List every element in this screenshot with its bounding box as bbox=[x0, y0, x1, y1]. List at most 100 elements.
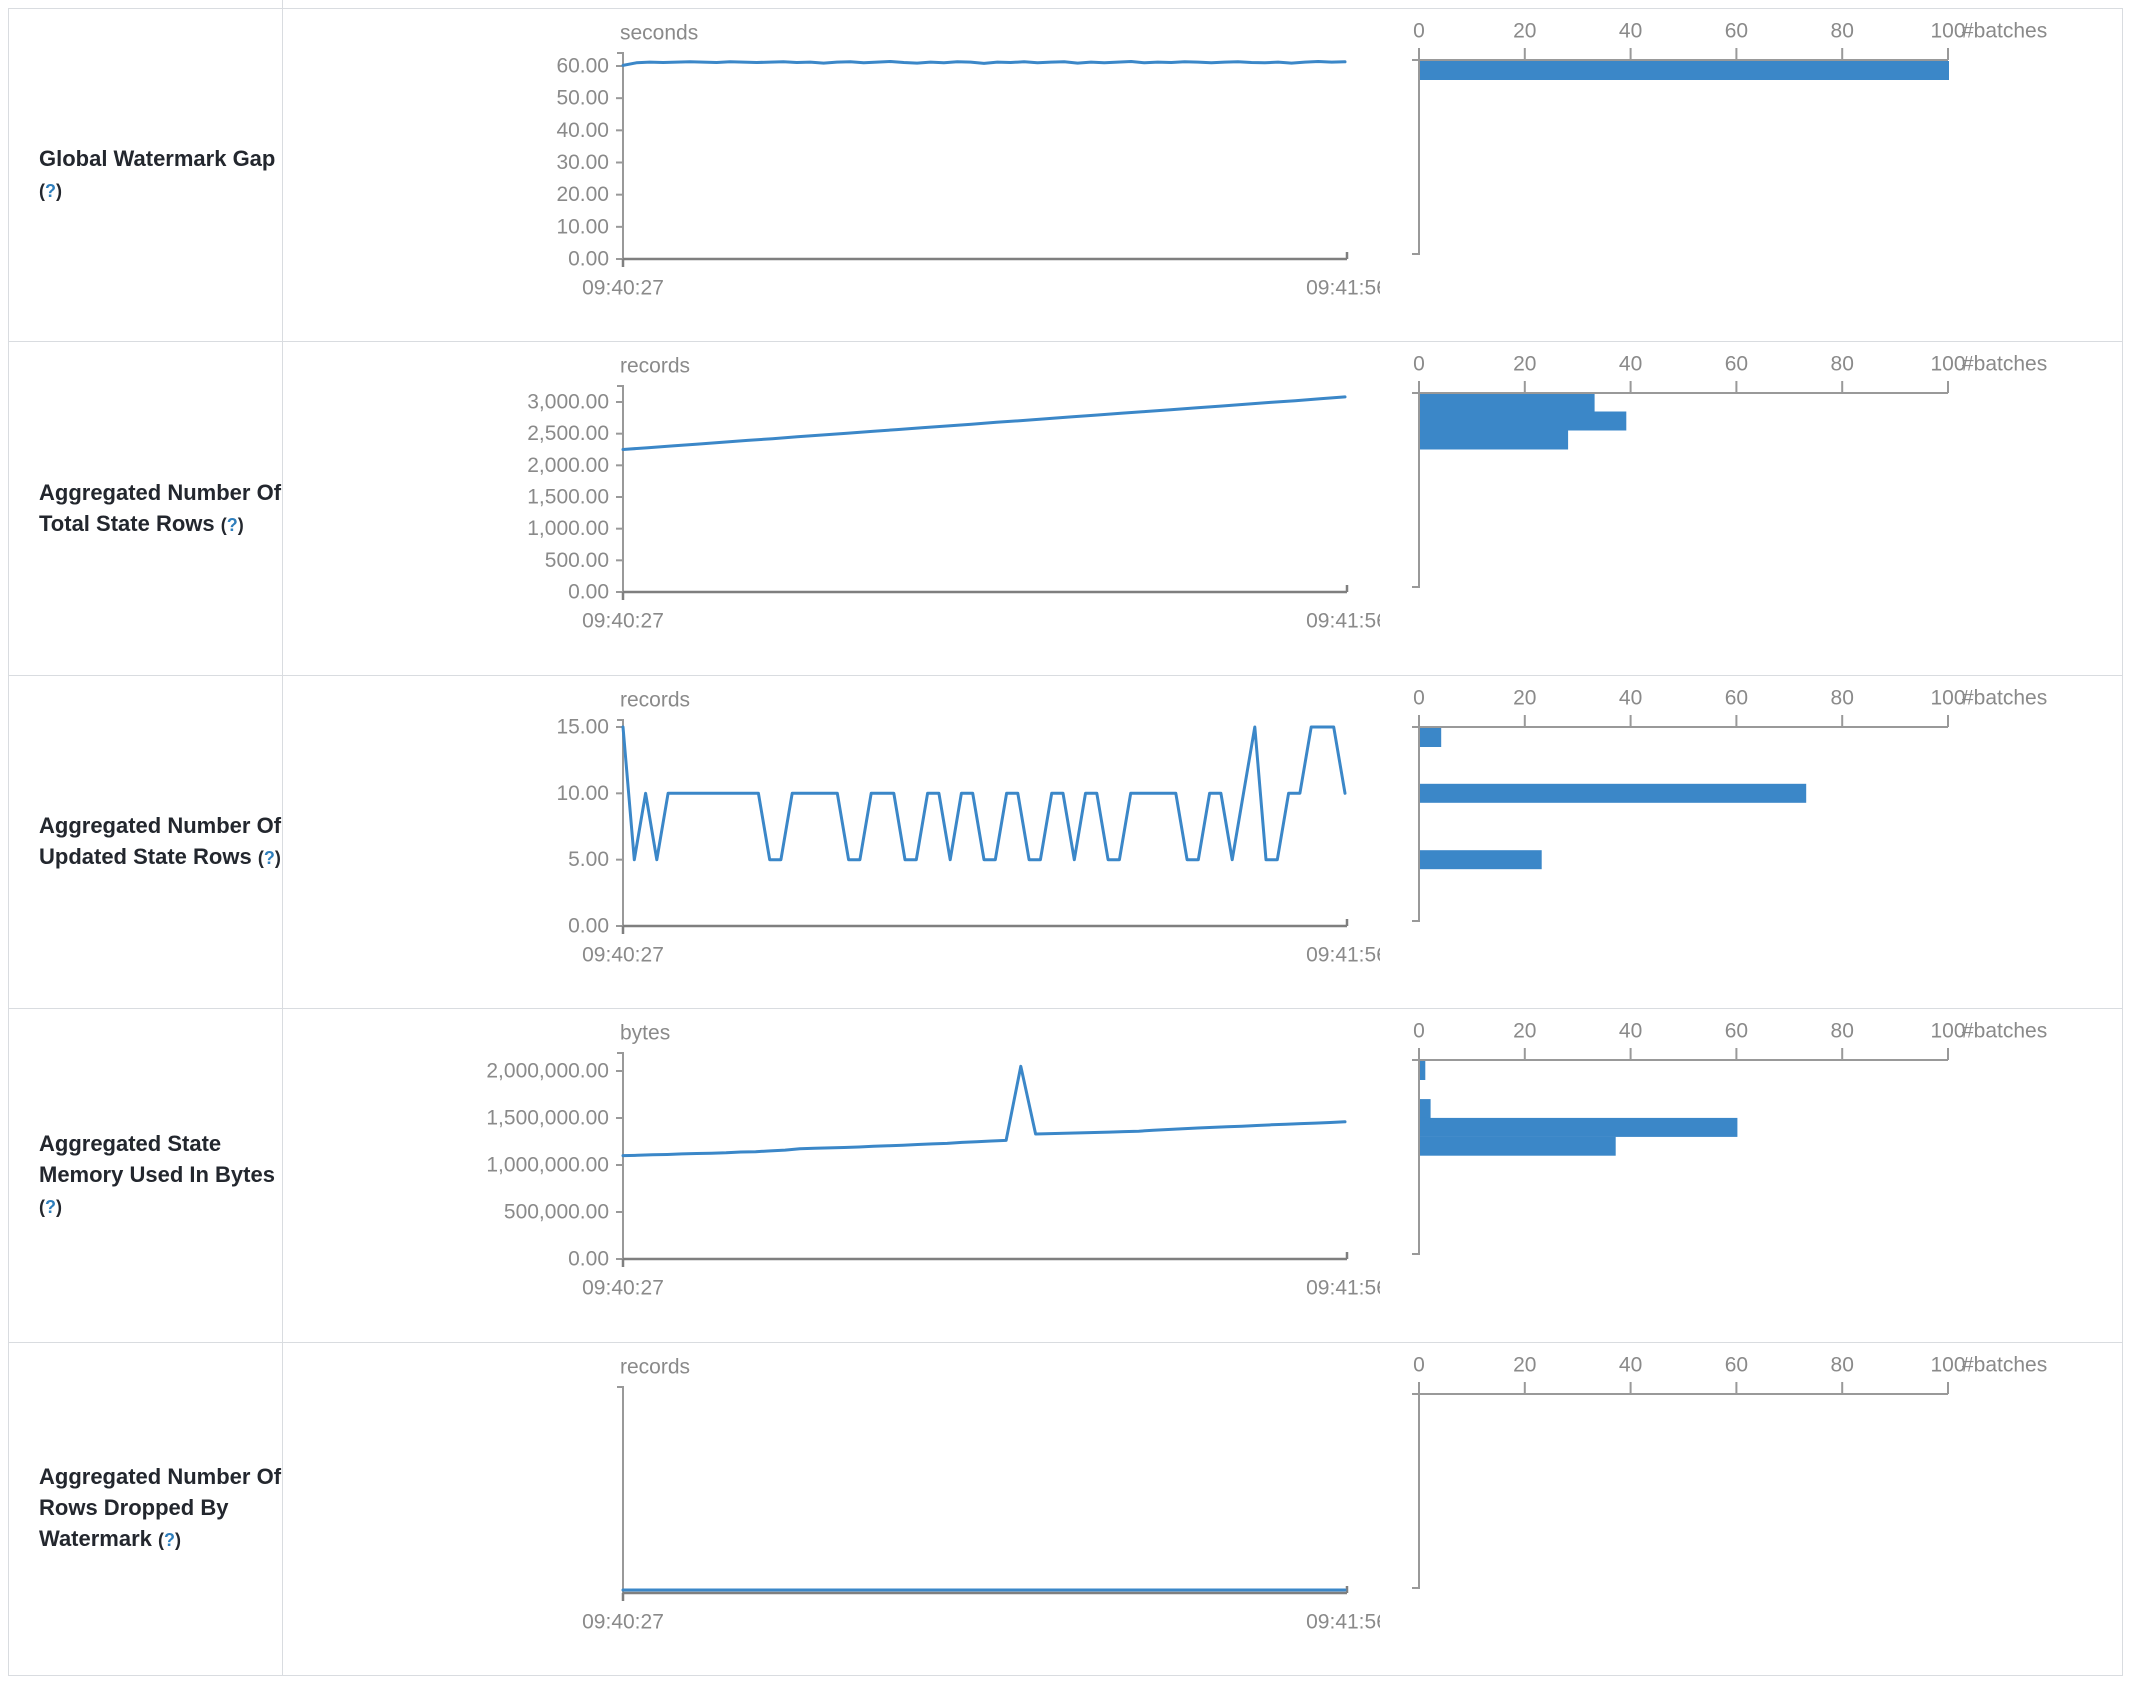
histogram-svg: 0 20 40 60 80 100#batches bbox=[1412, 1353, 2047, 1589]
x-end-label: 09:41:56 bbox=[1306, 1277, 1380, 1300]
histogram-tick-label: 20 bbox=[1513, 353, 1536, 376]
y-tick-label: 5.00 bbox=[568, 848, 609, 871]
y-tick-label: 2,000,000.00 bbox=[486, 1060, 609, 1083]
timeline-unit-label: bytes bbox=[620, 1022, 670, 1045]
help-link[interactable]: (?) bbox=[257, 848, 281, 869]
histogram-tick-label: 20 bbox=[1513, 686, 1536, 709]
y-tick-label: 500.00 bbox=[545, 549, 609, 572]
histogram-bar bbox=[1420, 394, 1595, 414]
metric-label-cell: Aggregated Number Of Total State Rows (?) bbox=[9, 342, 283, 675]
x-start-label: 09:40:27 bbox=[582, 1277, 664, 1300]
metric-label: Aggregated State Memory Used In Bytes (?) bbox=[39, 1128, 275, 1223]
histogram-chart: 0 20 40 60 80 100 #batches bbox=[1380, 1009, 2100, 1342]
y-tick-label: 0.00 bbox=[568, 1248, 609, 1271]
histogram-tick-label: 40 bbox=[1619, 353, 1642, 376]
y-tick-label: 0.00 bbox=[568, 581, 609, 604]
help-question-icon: ? bbox=[45, 1196, 56, 1217]
y-tick-label: 20.00 bbox=[556, 183, 609, 206]
help-link[interactable]: (?) bbox=[39, 1196, 62, 1217]
help-link[interactable]: (?) bbox=[158, 1530, 182, 1551]
histogram-tick-label: 80 bbox=[1831, 1353, 1854, 1376]
histogram-svg: 0 20 40 60 80 100#batches bbox=[1412, 353, 2047, 589]
timeline-unit-label: records bbox=[620, 688, 690, 711]
histogram-unit-label: #batches bbox=[1962, 353, 2047, 376]
histogram-tick-label: 0 bbox=[1413, 20, 1425, 43]
help-link[interactable]: (?) bbox=[220, 514, 244, 535]
histogram-tick-label: 60 bbox=[1725, 1020, 1748, 1043]
timeline-chart: bytes 0.00 500,000.00 1,000,000.00 1,500,000… bbox=[420, 1009, 1380, 1342]
y-tick-label: 2,500.00 bbox=[527, 423, 609, 446]
histogram-bar bbox=[1420, 783, 1807, 803]
timeline-svg: seconds 0.00 10.00 20.00 30.00 40.00 50.00 60.0… bbox=[556, 22, 1380, 300]
histogram-bar bbox=[1420, 1061, 1426, 1081]
histogram-tick-label: 0 bbox=[1413, 353, 1425, 376]
histogram-tick-label: 20 bbox=[1513, 1353, 1536, 1376]
histogram-tick-label: 60 bbox=[1725, 353, 1748, 376]
y-tick-label: 15.00 bbox=[556, 715, 609, 738]
histogram-chart: 0 20 40 60 80 100 #batches bbox=[1380, 1343, 2100, 1676]
histogram-tick-label: 80 bbox=[1831, 20, 1854, 43]
timeline-svg: records 0.00 500.00 1,000.00 1,500.00 2,000.0… bbox=[527, 355, 1380, 633]
histogram-bar bbox=[1420, 430, 1569, 450]
histogram-svg: 0 20 40 60 80 100#batches bbox=[1412, 686, 2047, 922]
histogram-svg: 0 20 40 60 80 100#batches bbox=[1412, 1020, 2047, 1256]
histogram-tick-label: 100 bbox=[1930, 20, 1965, 43]
metric-row: Aggregated State Memory Used In Bytes (?) … bbox=[9, 1008, 2122, 1342]
metric-label: Aggregated Number Of Updated State Rows (… bbox=[39, 810, 281, 874]
histogram-tick-label: 60 bbox=[1725, 20, 1748, 43]
x-end-label: 09:41:56 bbox=[1306, 277, 1380, 300]
metric-label-line: Aggregated State bbox=[39, 1130, 222, 1156]
histogram-chart: 0 20 40 60 80 100 #batches bbox=[1380, 676, 2100, 1009]
timeline-chart: records 09:40:27 09:41:56 bbox=[420, 1343, 1380, 1676]
timeline-svg: records 09:40:27 09:41:56 bbox=[582, 1355, 1380, 1633]
histogram-bar bbox=[1420, 727, 1442, 747]
y-tick-label: 10.00 bbox=[556, 215, 609, 238]
y-tick-label: 1,500.00 bbox=[527, 486, 609, 509]
help-question-icon: ? bbox=[226, 514, 238, 535]
x-start-label: 09:40:27 bbox=[582, 1610, 664, 1633]
histogram-tick-label: 0 bbox=[1413, 1020, 1425, 1043]
histogram-tick-label: 60 bbox=[1725, 1353, 1748, 1376]
metric-label-line: Global Watermark Gap bbox=[39, 146, 276, 172]
y-tick-label: 1,000.00 bbox=[527, 518, 609, 541]
histogram-bar bbox=[1420, 411, 1627, 431]
histogram-tick-label: 80 bbox=[1831, 1020, 1854, 1043]
timeline-line bbox=[621, 1065, 1347, 1158]
metric-label-line: Memory Used In Bytes bbox=[39, 1161, 275, 1187]
histogram-tick-label: 40 bbox=[1619, 20, 1642, 43]
timeline-svg: records 0.00 5.00 10.00 15.00 09:40:27 09:41:5… bbox=[556, 688, 1380, 966]
histogram-unit-label: #batches bbox=[1962, 20, 2047, 43]
metric-label-cell: Aggregated State Memory Used In Bytes (?) bbox=[9, 1009, 283, 1342]
histogram-bar bbox=[1420, 61, 1949, 80]
help-link[interactable]: (?) bbox=[39, 181, 62, 202]
histogram-tick-label: 40 bbox=[1619, 686, 1642, 709]
histogram-bar bbox=[1420, 1118, 1738, 1138]
help-question-icon: ? bbox=[263, 848, 275, 869]
histogram-bar bbox=[1420, 850, 1542, 870]
histogram-tick-label: 60 bbox=[1725, 686, 1748, 709]
metric-label-line: Total State Rows (?) bbox=[39, 510, 244, 536]
timeline-unit-label: records bbox=[620, 1355, 690, 1378]
histogram-tick-label: 20 bbox=[1513, 20, 1536, 43]
y-tick-label: 30.00 bbox=[556, 151, 609, 174]
histogram-tick-label: 80 bbox=[1831, 353, 1854, 376]
histogram-bar bbox=[1420, 1136, 1616, 1156]
y-tick-label: 2,000.00 bbox=[527, 454, 609, 477]
y-tick-label: 60.00 bbox=[556, 55, 609, 78]
metric-label-line: Rows Dropped By bbox=[39, 1495, 229, 1521]
timeline-unit-label: seconds bbox=[620, 22, 698, 45]
histogram-unit-label: #batches bbox=[1962, 686, 2047, 709]
metric-label-line: (?) bbox=[39, 1190, 275, 1223]
histogram-tick-label: 100 bbox=[1930, 1020, 1965, 1043]
y-tick-label: 0.00 bbox=[568, 914, 609, 937]
metric-label-line: Aggregated Number Of bbox=[39, 479, 282, 505]
histogram-tick-label: 80 bbox=[1831, 686, 1854, 709]
histogram-tick-label: 20 bbox=[1513, 1020, 1536, 1043]
y-tick-label: 40.00 bbox=[556, 119, 609, 142]
histogram-tick-label: 100 bbox=[1930, 353, 1965, 376]
histogram-tick-label: 100 bbox=[1930, 686, 1965, 709]
metric-label-cell: Global Watermark Gap (?) bbox=[9, 9, 283, 342]
x-end-label: 09:41:56 bbox=[1306, 610, 1380, 633]
metric-row: Global Watermark Gap (?) seconds 0.00 10.00… bbox=[9, 9, 2122, 342]
